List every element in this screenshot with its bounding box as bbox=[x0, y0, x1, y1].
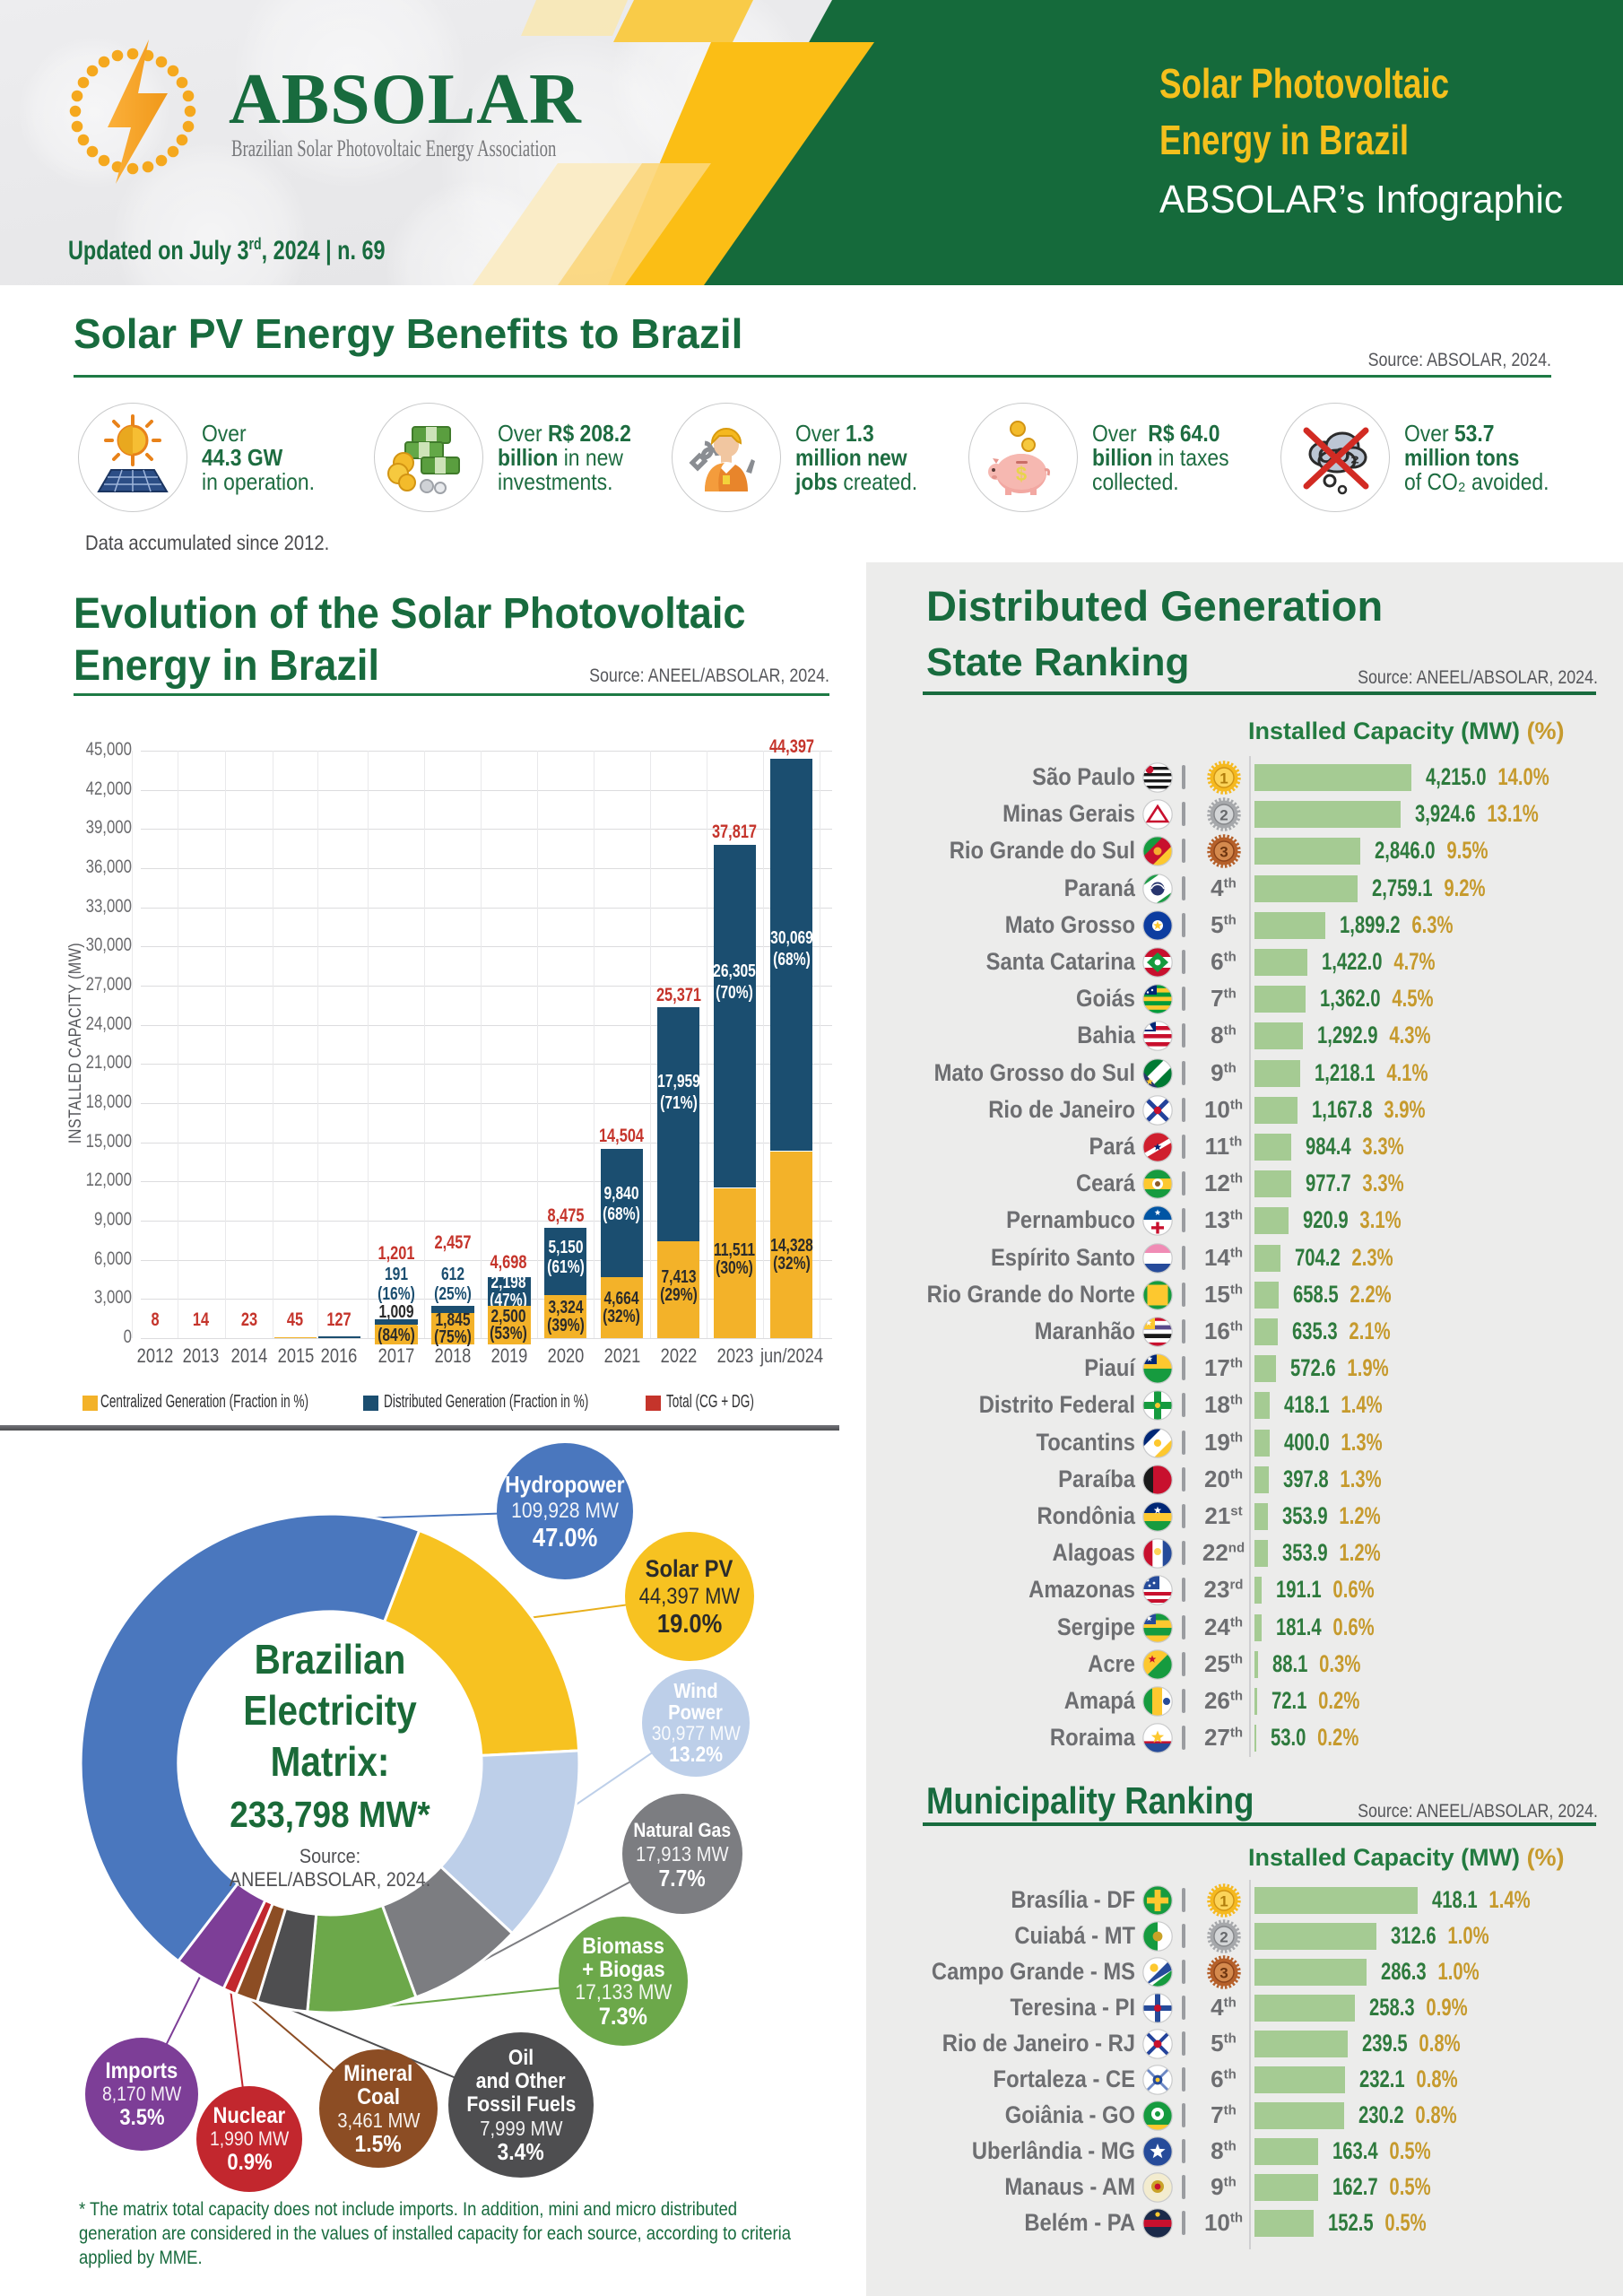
svg-text:ABSOLAR: ABSOLAR bbox=[229, 60, 582, 139]
svg-text:2: 2 bbox=[1219, 806, 1228, 823]
svg-text:2: 2 bbox=[1219, 1928, 1228, 1945]
svg-text:1: 1 bbox=[1219, 770, 1228, 787]
svg-text:$: $ bbox=[1016, 463, 1027, 485]
svg-text:1: 1 bbox=[1219, 1892, 1228, 1909]
svg-text:Brazilian Solar Photovoltaic E: Brazilian Solar Photovoltaic Energy Asso… bbox=[231, 135, 556, 161]
svg-text:3: 3 bbox=[1219, 843, 1228, 860]
svg-text:3: 3 bbox=[1219, 1964, 1228, 1981]
